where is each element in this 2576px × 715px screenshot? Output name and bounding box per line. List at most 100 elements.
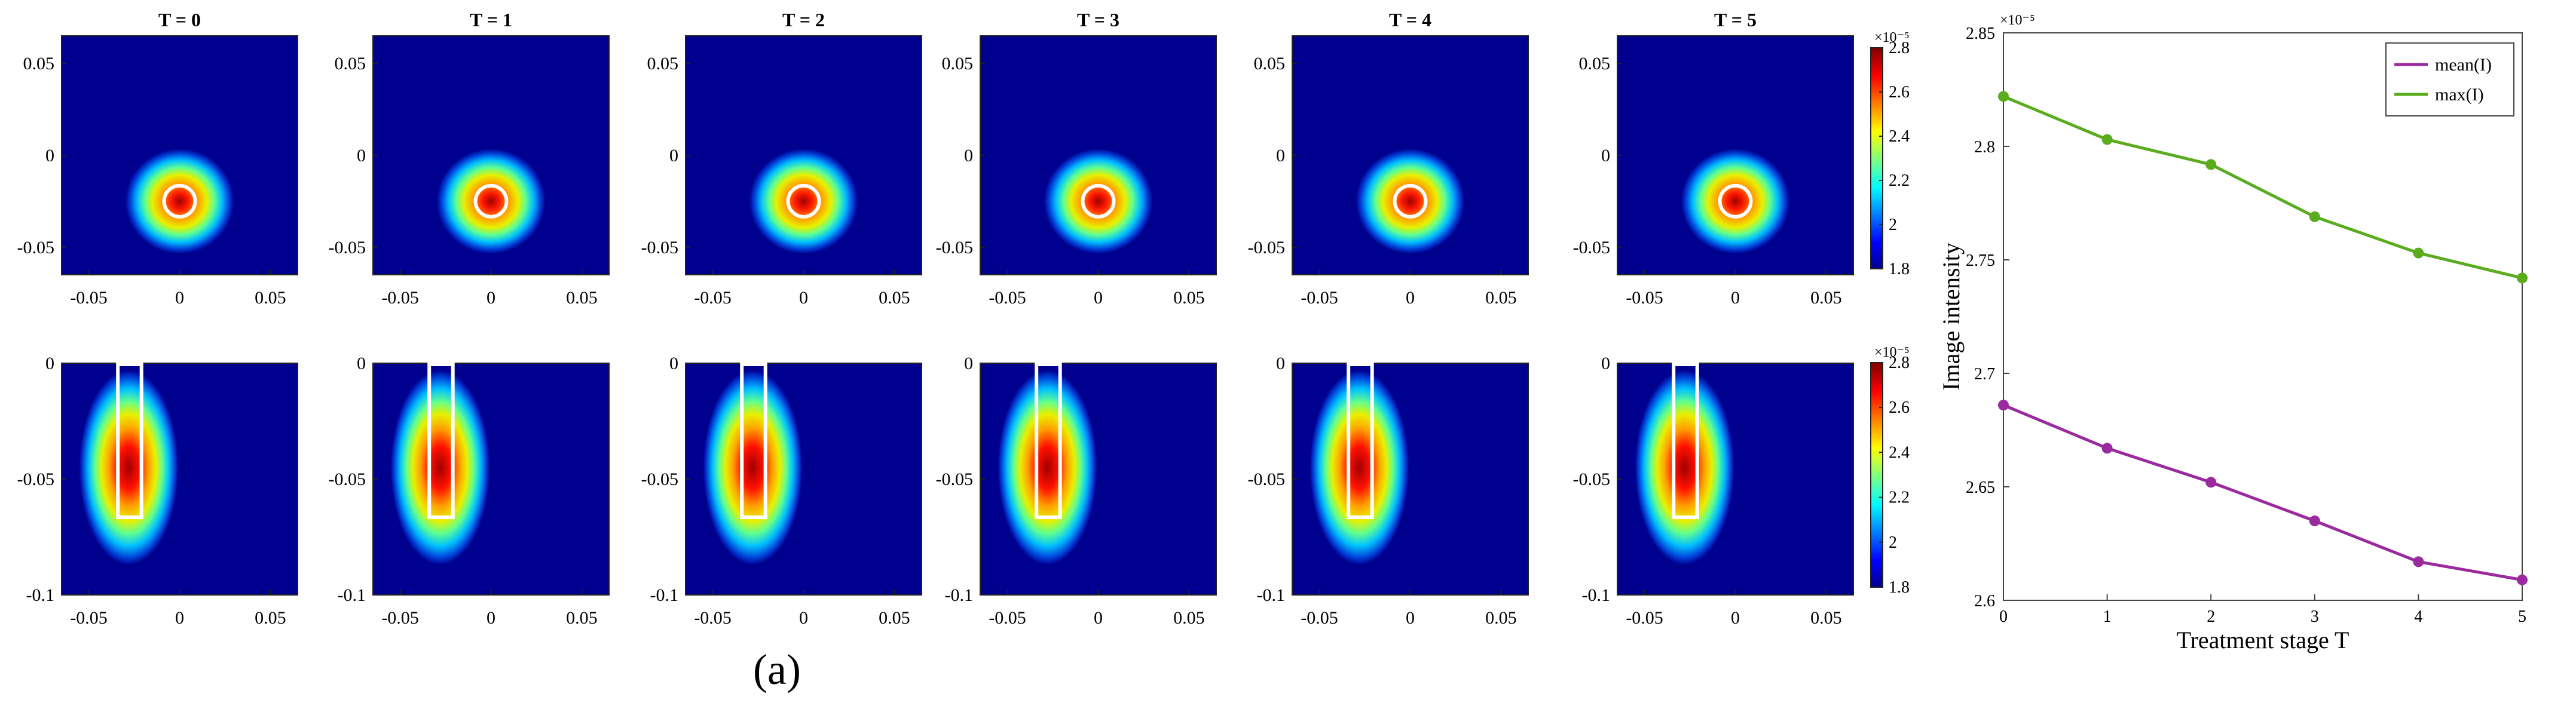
y-tick-label: 2.7 [1974,365,1995,383]
data-point-0-1 [2101,443,2113,454]
panel-column-1: T = 1 -0.05 0 0.05 0.05 0 -0.05 -0.05 0 0.05 0 -0.0… [329,9,610,628]
intensity-blob-top-2 [749,148,858,254]
colorbar-exponent: ×10⁻⁵ [1874,345,1910,360]
legend-box [2385,42,2514,116]
top_row-xtick-label: 0 [487,288,495,308]
line-chart-plot-area [2003,32,2523,601]
intensity-blob-bottom-3 [998,370,1097,565]
top_row-ytick-label: -0.05 [641,238,679,257]
top_row-xtick-label: 0.05 [1173,288,1205,308]
intensity-line-chart: ×10⁻⁵ 2.6 2.65 2.7 2.75 2.8 2.85 0 1 2 3 4 5 Treatmen… [1938,13,2528,653]
target-outline-5 [1672,363,1699,520]
bottom_row-ytick-label: -0.1 [650,585,679,605]
top_row-xtick-label: -0.05 [1301,288,1338,308]
top_row-ytick-label: 0.05 [335,54,366,73]
target-circle-2 [786,183,821,219]
legend-label: max(I) [2435,85,2484,105]
bottom_row-ytick-label: 0 [1601,354,1610,373]
top_row-xtick-label: 0 [1731,288,1740,308]
top_row-xtick-label: 0 [799,288,808,308]
y-tick-label: 2.65 [1966,478,1995,497]
colorbar-gradient [1870,362,1883,588]
bottom_row-xtick-label: 0.05 [1810,608,1842,628]
data-point-1-5 [2517,272,2528,284]
top_row-ytick-label: 0 [669,146,678,165]
panel-title: T = 3 [1077,9,1119,30]
data-point-0-2 [2205,477,2217,488]
panel-column-3: T = 3 -0.05 0 0.05 0.05 0 -0.05 -0.05 0 0.05 0 -0.0… [936,9,1217,628]
bottom_row-ytick-label: 0 [964,354,973,373]
y-tick-label: 2.6 [1974,592,1995,610]
top_row-ytick-label: -0.05 [1248,238,1286,257]
colorbar-bottom: ×10⁻⁵2.8 2.6 2.4 2.2 2 1.8 [1870,345,1910,597]
top_row-ytick-label: 0.05 [1254,54,1286,73]
bottom_row-ytick-label: 0 [1276,354,1285,373]
bottom_row-xtick-label: 0.05 [879,608,910,628]
intensity-blob-top-0 [125,148,234,254]
top_row-xtick-label: 0 [175,288,184,308]
panel-column-4: T = 4 -0.05 0 0.05 0.05 0 -0.05 -0.05 0 0.05 0 -0.0… [1248,9,1529,628]
x-tick-label: 5 [2518,607,2526,626]
colorbar-tick-label: 2 [1889,533,1897,552]
bottom_row-xtick-label: -0.05 [70,608,108,628]
top_row-ytick-label: 0 [1276,146,1285,165]
intensity-blob-bottom-2 [703,370,803,565]
colorbar-tick-label: 2.8 [1889,354,1910,372]
data-point-0-4 [2413,556,2424,567]
top_row-ytick-label: -0.05 [1573,238,1611,257]
bottom_row-xtick-label: 0 [1731,608,1740,628]
bottom_row-ytick-label: -0.1 [1257,585,1286,605]
bottom_row-xtick-label: 0.05 [255,608,286,628]
top_row-xtick-label: 0 [1094,288,1103,308]
intensity-blob-top-1 [436,148,546,254]
colorbar-tick-label: 2.4 [1889,443,1910,462]
y-axis-label: Image intensity [1938,243,1965,391]
intensity-blob-bottom-1 [390,370,490,565]
bottom_row-ytick-label: 0 [357,354,366,373]
bottom_row-ytick-label: 0 [669,354,678,373]
y-tick-label: 2.75 [1966,251,1995,270]
top_row-xtick-label: 0.05 [566,288,598,308]
series-line-1 [2003,95,2523,280]
colorbar-top: ×10⁻⁵2.8 2.6 2.4 2.2 2 1.8 [1870,30,1910,278]
target-outline-4 [1347,363,1374,520]
colorbar-tick-label: 2.2 [1889,489,1910,507]
target-circle-0 [162,183,197,219]
colorbar-tick-label: 2.8 [1889,39,1910,57]
bottom_row-ytick-label: -0.05 [641,469,679,489]
top_row-xtick-label: -0.05 [1626,288,1663,308]
x-axis-label: Treatment stage T [2177,627,2349,653]
bottom_row-ytick-label: -0.05 [1573,469,1611,489]
target-circle-5 [1718,183,1753,219]
bottom_row-ytick-label: -0.1 [1582,585,1611,605]
y-tick-label: 2.8 [1974,138,1995,156]
colorbar-gradient [1870,47,1883,269]
top_row-ytick-label: -0.05 [17,238,55,257]
intensity-blob-top-3 [1044,148,1153,254]
top_row-ytick-label: 0.05 [1579,54,1611,73]
top_row-ytick-label: 0.05 [647,54,679,73]
colorbar-tick-label: 2.6 [1889,83,1910,102]
panel-column-2: T = 2 -0.05 0 0.05 0.05 0 -0.05 -0.05 0 0.05 0 -0.0… [641,9,922,628]
panel-title: T = 4 [1389,9,1431,30]
colorbar-tick-label: 2 [1889,216,1897,234]
bottom_row-ytick-label: -0.05 [329,469,366,489]
heatmap-panels: T = 0 -0.05 0 0.05 0.05 0 -0.05 -0.05 0 0.05 0 -0.0… [17,9,1854,628]
intensity-blob-top-4 [1356,148,1465,254]
bottom_row-xtick-label: 0 [799,608,808,628]
top_row-xtick-label: -0.05 [381,288,419,308]
data-point-1-0 [1998,91,2009,102]
bottom_row-xtick-label: 0 [1406,608,1415,628]
data-point-0-5 [2517,574,2528,585]
x-tick-label: 1 [2103,607,2112,626]
bottom_row-ytick-label: -0.05 [17,469,55,489]
intensity-blob-top-5 [1681,148,1790,254]
intensity-blob-bottom-4 [1310,370,1409,565]
bottom_row-xtick-label: -0.05 [694,608,732,628]
figure-caption: (a) [753,646,801,693]
top_row-ytick-label: -0.05 [329,238,366,257]
bottom_row-xtick-label: 0.05 [1173,608,1205,628]
target-circle-1 [473,183,509,219]
target-outline-1 [427,363,455,520]
top_row-xtick-label: 0 [1406,288,1415,308]
